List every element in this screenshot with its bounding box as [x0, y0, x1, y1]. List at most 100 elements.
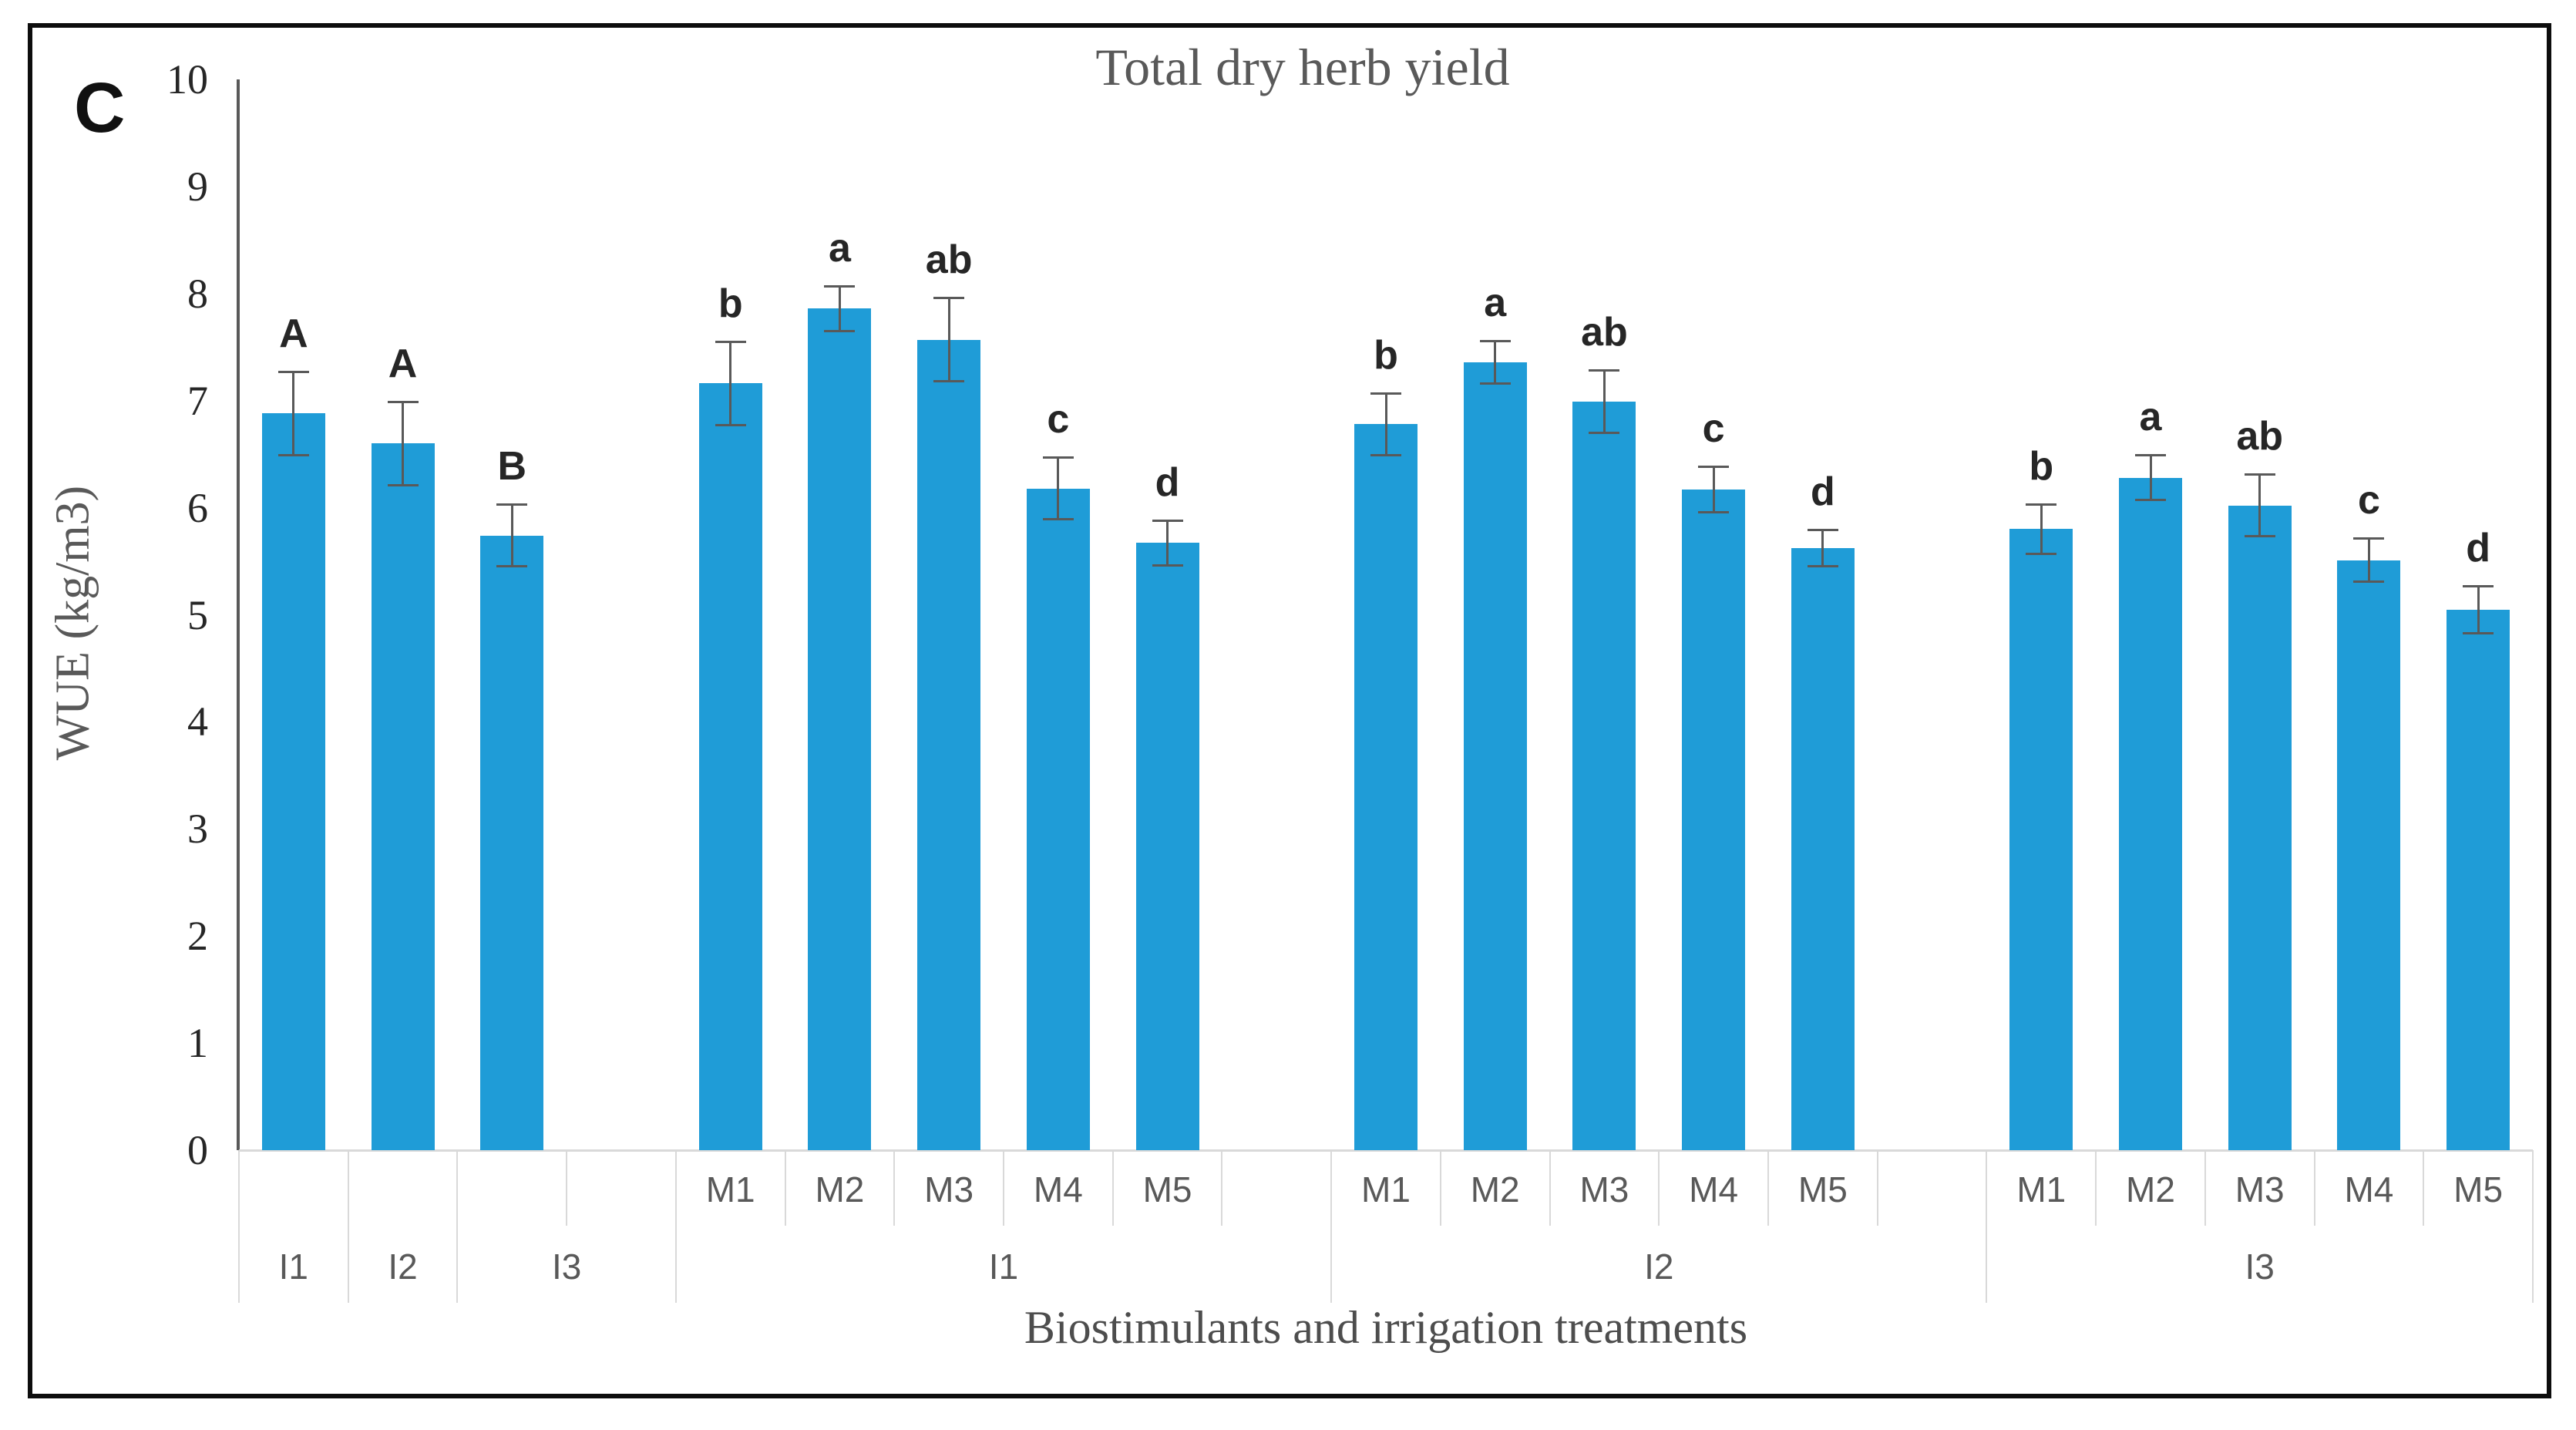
error-bar-cap-top	[1807, 529, 1838, 532]
y-tick-label: 5	[187, 591, 208, 638]
axis-divider	[2204, 1150, 2206, 1226]
error-bar	[1712, 466, 1715, 513]
error-bar	[2477, 584, 2480, 634]
group-label: I3	[551, 1247, 582, 1287]
error-bar-cap-top	[2135, 454, 2166, 457]
error-bar	[402, 400, 405, 486]
group-label: I2	[388, 1247, 418, 1287]
axis-divider	[893, 1150, 896, 1226]
error-bar-cap-top	[1370, 392, 1401, 395]
bar	[698, 383, 762, 1150]
significance-letter: c	[1702, 406, 1725, 452]
error-bar	[1166, 519, 1169, 567]
axis-section-divider	[456, 1150, 459, 1303]
group-label: I3	[2245, 1247, 2275, 1287]
significance-letter: c	[1047, 396, 1070, 442]
error-bar-cap-top	[1589, 369, 1620, 372]
error-bar	[510, 503, 513, 568]
axis-section-divider	[674, 1150, 677, 1303]
error-bar-cap-bottom	[1698, 510, 1730, 513]
bar	[371, 443, 435, 1150]
error-bar-cap-top	[496, 503, 528, 506]
axis-section-divider	[238, 1150, 240, 1303]
error-bar-cap-top	[2244, 473, 2275, 476]
significance-letter: b	[718, 281, 743, 326]
error-bar-cap-bottom	[2244, 535, 2275, 538]
bar	[1026, 488, 1090, 1150]
chart-title: Total dry herb yield	[1095, 38, 1510, 96]
bar-label: M4	[1033, 1169, 1083, 1210]
bar-label: M4	[1689, 1169, 1739, 1210]
bar	[1135, 543, 1199, 1150]
error-bar-cap-bottom	[715, 424, 746, 427]
error-bar-cap-top	[1479, 339, 1511, 342]
bar-label: M2	[1470, 1169, 1520, 1210]
bar	[1682, 489, 1746, 1150]
y-tick-label: 10	[166, 56, 208, 103]
error-bar-cap-bottom	[1589, 431, 1620, 434]
error-bar-cap-top	[2463, 584, 2494, 587]
significance-letter: B	[497, 444, 527, 490]
bar	[1572, 402, 1636, 1150]
error-bar-cap-bottom	[1807, 565, 1838, 568]
y-tick-label: 8	[187, 270, 208, 317]
y-tick-label: 7	[187, 377, 208, 424]
error-bar-cap-bottom	[1042, 518, 1074, 521]
bar	[480, 535, 544, 1150]
panel-label: C	[74, 69, 126, 147]
error-bar	[1384, 392, 1387, 456]
error-bar	[947, 296, 950, 383]
y-tick-label: 9	[187, 163, 208, 210]
group-label: I1	[988, 1247, 1019, 1287]
significance-letter: d	[2466, 525, 2491, 570]
error-bar-cap-top	[2026, 503, 2057, 506]
y-tick-label: 6	[187, 484, 208, 531]
axis-divider	[1658, 1150, 1660, 1226]
error-bar-cap-top	[1042, 456, 1074, 459]
bar	[2228, 505, 2292, 1150]
bar-label: M3	[924, 1169, 974, 1210]
axis-section-divider	[1986, 1150, 1988, 1303]
error-bar-cap-bottom	[2353, 580, 2385, 583]
y-axis-line	[237, 79, 240, 1150]
error-bar	[2367, 537, 2370, 583]
axis-divider	[2423, 1150, 2425, 1226]
y-tick-label: 4	[187, 698, 208, 745]
bar-label: M5	[2453, 1169, 2504, 1210]
axis-divider	[2095, 1150, 2097, 1226]
error-bar-cap-top	[2353, 537, 2385, 540]
bar-label: M3	[2235, 1169, 2285, 1210]
error-bar-cap-bottom	[2463, 631, 2494, 634]
significance-letter: b	[1374, 332, 1398, 378]
error-bar-cap-bottom	[824, 329, 856, 332]
significance-letter: d	[1155, 459, 1180, 505]
y-tick-label: 1	[187, 1020, 208, 1067]
error-bar-cap-top	[277, 370, 309, 373]
error-bar-cap-bottom	[933, 380, 965, 383]
error-bar-cap-top	[387, 400, 419, 403]
y-tick-label: 0	[187, 1127, 208, 1173]
bar-label: M5	[1797, 1169, 1848, 1210]
bar	[2447, 609, 2510, 1150]
bar-label: M4	[2344, 1169, 2394, 1210]
bar-label: M3	[1579, 1169, 1629, 1210]
axis-divider	[1439, 1150, 1441, 1226]
bar-label: M1	[2016, 1169, 2067, 1210]
error-bar	[1057, 456, 1060, 521]
bar	[261, 413, 325, 1150]
axis-divider	[1221, 1150, 1223, 1226]
error-bar	[292, 370, 295, 456]
bar-label: M1	[1361, 1169, 1411, 1210]
error-bar	[1494, 339, 1497, 385]
significance-letter: a	[1484, 280, 1507, 325]
error-bar-cap-bottom	[1152, 564, 1183, 567]
error-bar-cap-bottom	[1479, 382, 1511, 385]
error-bar-cap-bottom	[2135, 499, 2166, 502]
error-bar-cap-bottom	[387, 483, 419, 486]
error-bar	[2149, 454, 2152, 502]
axis-divider	[1767, 1150, 1769, 1226]
group-label: I2	[1644, 1247, 1674, 1287]
axis-divider	[1876, 1150, 1878, 1226]
error-bar	[1602, 369, 1606, 434]
